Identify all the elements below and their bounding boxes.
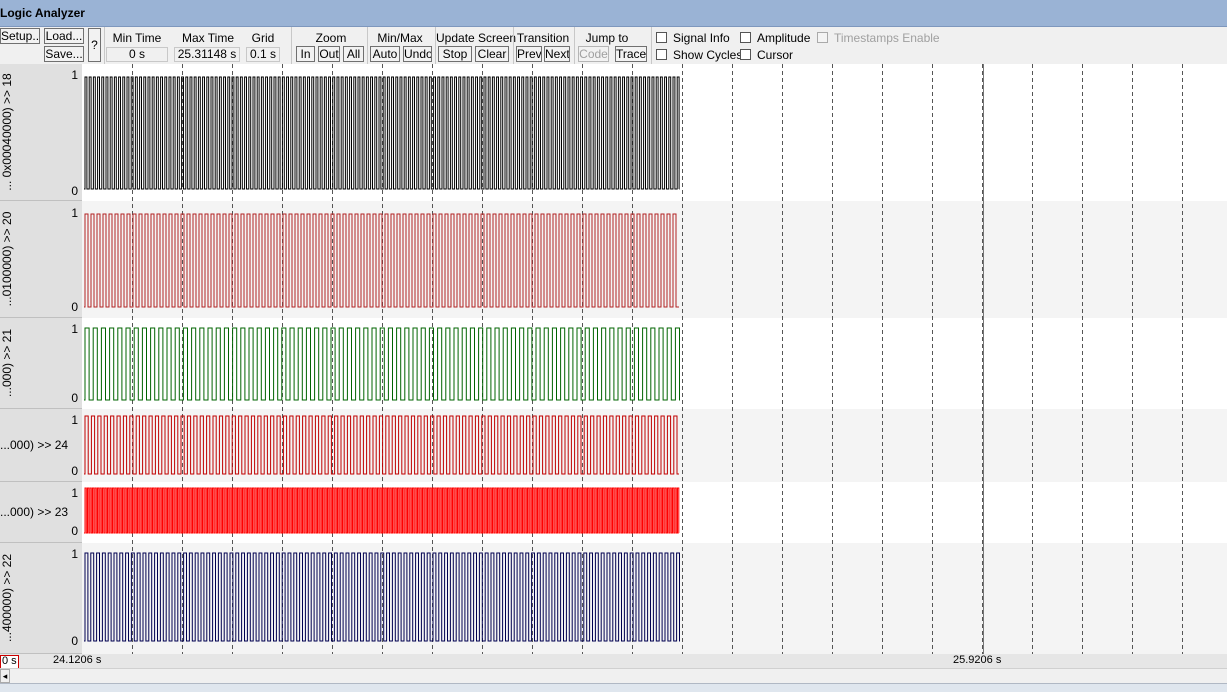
signal-name: ...000) >> 23	[0, 505, 69, 519]
minmax-label: Min/Max	[377, 31, 423, 45]
signal-waveform	[84, 487, 680, 534]
low-level-label: 0	[71, 464, 78, 478]
signal-row-background	[82, 543, 1227, 654]
signal-name-cell[interactable]: ...000) >> 24 1 0	[0, 409, 82, 482]
min-time-label: Min Time	[112, 31, 162, 45]
signal-name-cell[interactable]: ...000) >> 23 1 0	[0, 482, 82, 543]
toolbar-separator	[104, 27, 105, 64]
toolbar-separator	[291, 27, 292, 64]
low-level-label: 0	[71, 634, 78, 648]
signal-waveform	[84, 327, 680, 401]
signal-name: ...000) >> 21	[0, 328, 14, 398]
update-clear-button[interactable]: Clear	[475, 46, 509, 62]
signal-name: ...000) >> 24	[0, 438, 69, 452]
signal-row-background	[82, 64, 1227, 201]
signal-info-checkbox[interactable]	[656, 32, 667, 43]
cursor-checkbox[interactable]	[740, 49, 751, 60]
zoom-out-button[interactable]: Out	[318, 46, 340, 62]
amplitude-checkbox[interactable]	[740, 32, 751, 43]
max-time-label: Max Time	[181, 31, 234, 45]
zoom-all-button[interactable]: All	[343, 46, 364, 62]
signal-name: ...400000) >> 22	[0, 553, 14, 643]
toolbar-separator	[513, 27, 514, 64]
signal-waveform	[84, 552, 680, 642]
origin-time: 0 s	[0, 655, 19, 669]
jump-code-button[interactable]: Code	[578, 46, 609, 62]
high-level-label: 1	[71, 322, 78, 336]
minmax-auto-button[interactable]: Auto	[370, 46, 400, 62]
setup-button[interactable]: Setup...	[0, 28, 40, 44]
window-bottom-border	[0, 683, 1227, 692]
min-time-value: 0 s	[106, 47, 168, 62]
transition-next-button[interactable]: Next	[544, 46, 570, 62]
grid-label: Grid	[251, 31, 275, 45]
toolbar-separator	[574, 27, 575, 64]
jump-trace-button[interactable]: Trace	[615, 46, 647, 62]
signal-waveform	[84, 415, 679, 475]
signal-name: ...0100000) >> 20	[0, 211, 14, 307]
update-stop-button[interactable]: Stop	[438, 46, 472, 62]
signal-waveform	[84, 76, 680, 190]
jump-to-label: Jump to	[585, 31, 629, 45]
minmax-undo-button[interactable]: Undo	[403, 46, 432, 62]
signal-name-cell[interactable]: ...000) >> 21 1 0	[0, 318, 82, 409]
transition-label: Transition	[516, 31, 570, 45]
toolbar-separator	[651, 27, 652, 64]
update-screen-label: Update Screen	[436, 31, 517, 45]
window-title: Logic Analyzer	[0, 6, 85, 20]
signal-name-cell[interactable]: ... 0x00040000) >> 18 1 0	[0, 64, 82, 201]
scroll-left-icon[interactable]: ◂	[0, 669, 10, 683]
cursor-time: 25.9206 s	[953, 654, 1002, 666]
high-level-label: 1	[71, 547, 78, 561]
waveform-plot[interactable]	[82, 64, 1227, 654]
zoom-label: Zoom	[315, 31, 347, 45]
zoom-in-button[interactable]: In	[296, 46, 315, 62]
toolbar: Setup... Load... Save... ? Min Time 0 s …	[0, 27, 1227, 64]
save-button[interactable]: Save...	[44, 46, 84, 62]
help-button[interactable]: ?	[88, 28, 101, 62]
left-time: 24.1206 s	[53, 654, 102, 666]
signal-area: ... 0x00040000) >> 18 1 0 ...0100000) >>…	[0, 64, 1227, 654]
show-cycles-checkbox[interactable]	[656, 49, 667, 60]
max-time-value: 25.31148 s	[174, 47, 240, 62]
transition-prev-button[interactable]: Prev	[516, 46, 542, 62]
high-level-label: 1	[71, 68, 78, 82]
high-level-label: 1	[71, 206, 78, 220]
low-level-label: 0	[71, 300, 78, 314]
high-level-label: 1	[71, 413, 78, 427]
signal-name-cell[interactable]: ...0100000) >> 20 1 0	[0, 201, 82, 318]
time-status-bar: 0 s 24.1206 s 25.9206 s	[0, 654, 1227, 669]
grid-value: 0.1 s	[246, 47, 280, 62]
signal-waveform	[84, 213, 679, 308]
signal-name: ... 0x00040000) >> 18	[0, 73, 14, 191]
amplitude-label: Amplitude	[757, 31, 811, 45]
timestamps-enable-checkbox[interactable]	[817, 32, 828, 43]
low-level-label: 0	[71, 184, 78, 198]
horizontal-scrollbar[interactable]: ◂	[0, 668, 1227, 684]
high-level-label: 1	[71, 486, 78, 500]
show-cycles-label: Show Cycles	[673, 48, 743, 62]
timestamps-enable-label: Timestamps Enable	[834, 31, 940, 45]
toolbar-separator	[435, 27, 436, 64]
low-level-label: 0	[71, 524, 78, 538]
load-button[interactable]: Load...	[44, 28, 84, 44]
low-level-label: 0	[71, 391, 78, 405]
cursor-label: Cursor	[757, 48, 794, 62]
signal-info-label: Signal Info	[673, 31, 730, 45]
title-bar: Logic Analyzer	[0, 0, 1227, 27]
signal-name-cell[interactable]: ...400000) >> 22 1 0	[0, 543, 82, 654]
toolbar-separator	[367, 27, 368, 64]
